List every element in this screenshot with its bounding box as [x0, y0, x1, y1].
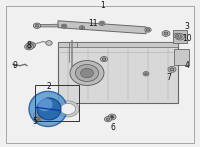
- Circle shape: [175, 35, 179, 37]
- Circle shape: [104, 117, 112, 122]
- Circle shape: [35, 24, 39, 27]
- Circle shape: [100, 56, 108, 62]
- Text: 3: 3: [185, 22, 189, 31]
- Circle shape: [27, 45, 31, 48]
- Circle shape: [70, 61, 104, 86]
- Text: 11: 11: [88, 19, 98, 28]
- Ellipse shape: [29, 91, 67, 127]
- Circle shape: [111, 116, 113, 118]
- Circle shape: [81, 68, 93, 78]
- Circle shape: [143, 72, 149, 76]
- Polygon shape: [35, 24, 58, 27]
- Circle shape: [36, 116, 42, 121]
- Circle shape: [63, 25, 65, 27]
- Circle shape: [27, 42, 35, 48]
- FancyBboxPatch shape: [174, 49, 189, 65]
- FancyBboxPatch shape: [173, 30, 187, 43]
- Text: 1: 1: [101, 1, 105, 10]
- Circle shape: [33, 112, 41, 117]
- Circle shape: [106, 118, 110, 121]
- Text: 9: 9: [13, 61, 17, 70]
- Circle shape: [81, 27, 83, 29]
- Circle shape: [35, 113, 39, 116]
- Circle shape: [146, 29, 150, 31]
- Text: 2: 2: [47, 82, 51, 91]
- Circle shape: [25, 44, 33, 50]
- Bar: [58, 42, 178, 47]
- Circle shape: [99, 21, 105, 25]
- Circle shape: [176, 34, 184, 40]
- Text: 5: 5: [33, 117, 37, 126]
- Circle shape: [60, 103, 76, 115]
- Circle shape: [46, 41, 52, 45]
- Circle shape: [178, 35, 182, 38]
- Text: 7: 7: [167, 73, 171, 82]
- Circle shape: [145, 73, 147, 75]
- Text: 10: 10: [182, 34, 192, 43]
- Circle shape: [164, 32, 168, 35]
- Circle shape: [145, 27, 151, 32]
- Circle shape: [101, 22, 103, 24]
- Circle shape: [102, 58, 106, 60]
- Text: 4: 4: [185, 61, 189, 70]
- Circle shape: [174, 33, 180, 38]
- Circle shape: [61, 24, 67, 28]
- Circle shape: [37, 117, 41, 120]
- Circle shape: [170, 68, 174, 71]
- Circle shape: [110, 116, 114, 118]
- Circle shape: [108, 114, 116, 120]
- Circle shape: [162, 31, 170, 36]
- Polygon shape: [58, 21, 146, 34]
- Bar: [35, 86, 79, 121]
- Circle shape: [33, 23, 41, 28]
- Circle shape: [79, 26, 85, 30]
- Ellipse shape: [37, 98, 61, 120]
- Circle shape: [29, 44, 33, 47]
- Text: 8: 8: [27, 41, 31, 50]
- Circle shape: [168, 66, 176, 72]
- FancyBboxPatch shape: [58, 42, 178, 103]
- Ellipse shape: [37, 98, 53, 111]
- Text: 6: 6: [111, 123, 115, 132]
- Circle shape: [75, 65, 99, 82]
- Circle shape: [57, 101, 79, 117]
